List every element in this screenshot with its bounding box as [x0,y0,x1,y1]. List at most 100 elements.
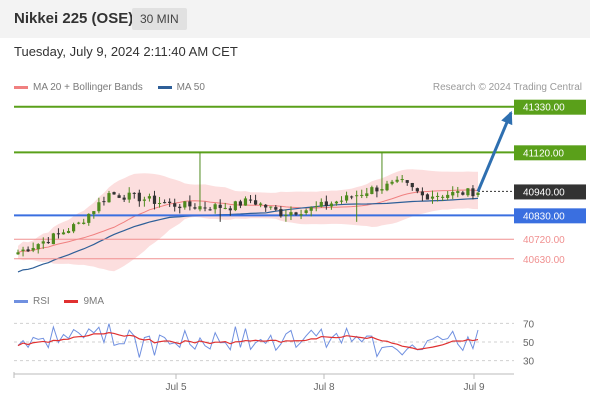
candle-body [228,208,232,211]
candle-body [203,207,207,209]
candle-body [264,204,268,208]
candle-body [461,192,465,195]
rsi-legend: RSI 9MA [14,296,116,307]
level-label-40630.00: 40630.00 [523,255,565,266]
ma9-line [17,332,479,351]
forecast-arrow-head [501,110,513,126]
forecast-arrow-shaft [476,112,513,193]
legend-ma50: MA 50 [157,82,205,93]
rsi-swatch [14,299,28,303]
candle-body [304,210,308,213]
legend-rsi-label: RSI [33,296,50,307]
candle-body [51,233,55,245]
legend-rsi: RSI [14,296,50,307]
candle-body [476,192,480,195]
x-tick-label-Jul 9: Jul 9 [463,382,485,393]
level-label-40940.00: 40940.00 [523,187,565,198]
candle-body [243,198,248,206]
candle-body [435,195,440,197]
timeframe-badge[interactable]: 30 MIN [132,8,187,30]
candle-body [122,197,126,200]
ma20-swatch [14,85,28,89]
candle-body [284,214,288,216]
candle-body [183,201,187,208]
candle-body [72,224,76,232]
candle-body [410,182,414,188]
candle-body [238,201,243,206]
candle-body [339,200,344,202]
candle-body [451,191,455,196]
candle-body [395,179,399,182]
candle-body [344,195,349,201]
candle-body [456,191,460,193]
candle-body [223,207,227,209]
legend-ma50-label: MA 50 [176,82,205,93]
candle-body [380,189,384,191]
candle-body [360,194,364,196]
candle-body [309,207,313,211]
level-tag-41120.00 [514,145,586,161]
candle-body [218,204,222,208]
candle-body [375,187,379,192]
research-credit: Research © 2024 Trading Central [432,82,582,93]
rsi-line [17,323,479,358]
rsi-tick-label-50: 50 [523,338,535,349]
candle-body [26,249,30,252]
candle-body [294,212,298,215]
candle-body [329,203,334,207]
candle-body [31,247,35,251]
candle-body [102,201,106,203]
legend-ma20-label: MA 20 + Bollinger Bands [33,82,143,93]
candle-body [92,211,96,215]
candle-body [56,233,61,235]
candle-body [66,230,71,233]
candle-body [107,193,111,203]
legend-9ma: 9MA [64,296,104,307]
candle-body [112,192,116,195]
level-label-40830.00: 40830.00 [523,211,565,222]
candle-body [279,209,283,217]
candle-body [390,181,394,184]
candle-body [405,180,409,183]
candle-body [87,213,91,223]
ma20-line [17,189,479,253]
candle-body [208,209,212,211]
level-label-40720.00: 40720.00 [523,235,565,246]
candle-body [370,187,374,195]
candle-body [16,252,20,255]
candle-body [259,203,263,205]
candle-body [162,202,167,204]
legend-ma20: MA 20 + Bollinger Bands [14,82,143,93]
candle-body [46,242,50,244]
candle-body [319,201,323,207]
candle-body [188,201,192,207]
instrument-title: Nikkei 225 (OSE) [14,10,134,27]
x-tick-label-Jul 8: Jul 8 [313,382,335,393]
candle-body [168,201,172,203]
x-tick-label-Jul 5: Jul 5 [165,382,187,393]
level-tag-41330.00 [514,99,586,115]
candle-body [441,196,445,198]
candle-body [289,212,293,216]
candle-body [233,201,237,211]
level-label-41120.00: 41120.00 [523,148,564,159]
candle-body [213,204,217,210]
candle-body [314,206,318,208]
level-tag-40940.00 [514,184,586,200]
candle-body [420,191,424,196]
candle-body [350,196,354,198]
candle-body [36,244,40,250]
candle-body [117,195,121,198]
candle-body [471,188,475,197]
candle-body [299,214,303,216]
price-legend: MA 20 + Bollinger Bands MA 50 [14,82,217,93]
candle-body [132,192,136,194]
candle-body [142,199,146,201]
rsi-tick-label-30: 30 [523,357,535,368]
candle-body [173,203,177,207]
candle-body [248,199,253,201]
candle-body [269,206,273,208]
timestamp: Tuesday, July 9, 2024 2:11:40 AM CET [14,44,238,59]
chart-header [0,0,590,38]
